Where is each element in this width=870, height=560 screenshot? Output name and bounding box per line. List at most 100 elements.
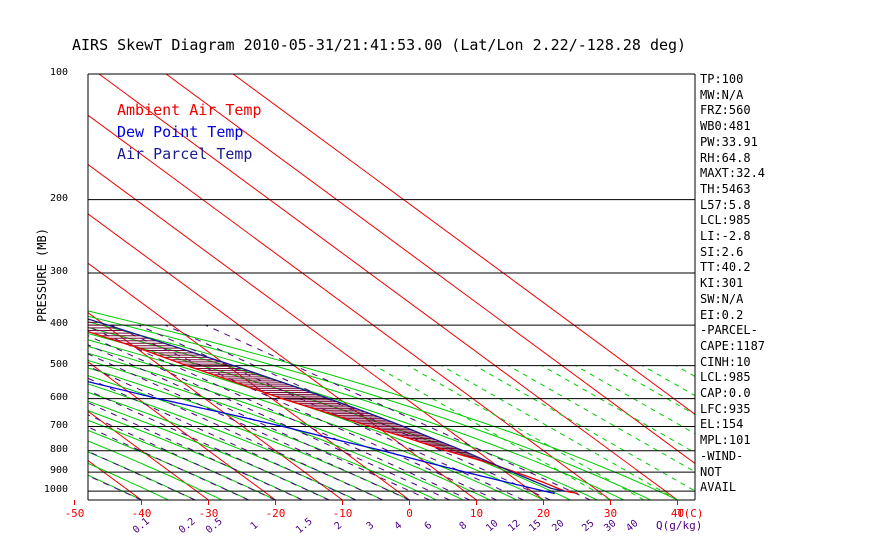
sounding-stat-line: EL:154 xyxy=(700,417,744,432)
sounding-stat-line: -WIND- xyxy=(700,448,744,463)
sounding-stat-line: L57:5.8 xyxy=(700,197,751,212)
moist-adiabat-line xyxy=(88,310,678,500)
pressure-tick-label: 500 xyxy=(49,358,68,370)
sounding-stat-line: FRZ:560 xyxy=(700,103,751,118)
bottom-temp-tick-label: 30 xyxy=(604,507,617,520)
sounding-stat-line: TT:40.2 xyxy=(700,260,751,275)
bottom-temp-tick-label: -40 xyxy=(132,507,152,520)
mixing-ratio-line xyxy=(111,324,497,500)
sounding-stat-line: LI:-2.8 xyxy=(700,229,751,243)
bottom-temp-tick-label: 20 xyxy=(537,507,550,520)
moist-adiabat-dashed-line xyxy=(474,365,695,492)
sounding-stat-line: CINH:10 xyxy=(700,354,751,369)
sounding-stat-line: PW:33.91 xyxy=(700,134,758,149)
pressure-tick-label: 100 xyxy=(49,67,68,78)
mixing-ratio-tick-label: 25 xyxy=(580,518,596,534)
pressure-tick-label: 700 xyxy=(49,419,68,431)
moist-adiabat-line xyxy=(88,321,625,500)
mixing-ratio-line xyxy=(205,324,591,500)
mixing-ratio-line xyxy=(138,324,524,500)
moist-adiabat-line xyxy=(88,440,223,500)
dew-point-temp-line xyxy=(88,380,555,495)
mixing-ratio-tick-label: 0.2 xyxy=(177,516,198,536)
sounding-stat-line: AVAIL xyxy=(700,480,737,495)
isotherm-line xyxy=(88,410,209,500)
moist-adiabat-line xyxy=(88,359,464,500)
bottom-temp-tick-label: -30 xyxy=(199,507,219,520)
pressure-tick-label: 800 xyxy=(49,443,68,455)
ambient-air-temp-line xyxy=(88,330,579,495)
isotherm-line xyxy=(165,74,695,465)
moist-adiabat-line xyxy=(88,419,276,500)
isotherm-line xyxy=(0,74,8,500)
bottom-temp-tick-label: 0 xyxy=(406,507,413,520)
bottom-temp-tick-label: -50 xyxy=(65,507,85,520)
moist-adiabat-line xyxy=(88,391,357,500)
moist-adiabat-dashed-line xyxy=(575,365,695,435)
mixing-ratio-tick-label: 20 xyxy=(550,518,566,534)
moist-adiabat-line xyxy=(88,327,598,500)
mixing-ratio-line xyxy=(88,325,471,500)
mixing-ratio-tick-label: 2 xyxy=(333,520,345,532)
sounding-stat-line: EI:0.2 xyxy=(700,307,744,322)
chart-title: AIRS SkewT Diagram 2010-05-31/21:41:53.0… xyxy=(72,36,687,54)
legend-air-parcel-temp: Air Parcel Temp xyxy=(117,145,253,163)
isotherm-line xyxy=(98,74,678,500)
sounding-stat-line: CAPE:1187 xyxy=(700,338,766,353)
isotherm-line xyxy=(88,114,611,500)
bottom-temp-tick-label: 40 xyxy=(671,507,684,520)
isotherm-line xyxy=(88,163,544,500)
pressure-tick-label: 1000 xyxy=(43,484,68,496)
legend-dew-point-temp: Dew Point Temp xyxy=(117,123,244,141)
mixing-ratio-line xyxy=(88,353,410,500)
mixing-ratio-tick-label: 10 xyxy=(484,518,500,534)
moist-adiabat-dashed-line xyxy=(441,365,678,500)
moist-adiabat-line xyxy=(88,410,303,500)
mixing-ratio-tick-label: 12 xyxy=(506,518,522,534)
sounding-stat-line: SI:2.6 xyxy=(700,244,744,259)
mixing-ratio-line xyxy=(88,335,450,500)
sounding-stat-line: TP:100 xyxy=(700,72,744,86)
bottom-temp-tick-label: -10 xyxy=(333,507,353,520)
sounding-stat-line: KI:301 xyxy=(700,276,744,291)
moist-adiabat-line xyxy=(88,339,544,500)
mixing-ratio-unit-label: Q(g/kg) xyxy=(656,519,703,532)
sounding-stat-line: MW:N/A xyxy=(700,87,744,102)
sounding-stat-line: RH:64.8 xyxy=(700,150,751,165)
air-parcel-temp-line xyxy=(88,318,566,492)
mixing-ratio-tick-label: 30 xyxy=(602,518,618,534)
moist-adiabat-dashed-line xyxy=(642,365,695,397)
pressure-tick-label: 300 xyxy=(49,266,68,278)
sounding-stat-line: LCL:985 xyxy=(700,213,751,228)
mixing-ratio-line xyxy=(165,324,551,500)
legend-ambient-air-temp: Ambient Air Temp xyxy=(117,101,262,119)
isotherm-line xyxy=(88,311,343,500)
sounding-stat-line: LFC:935 xyxy=(700,401,751,416)
isotherm-line xyxy=(232,74,695,415)
mixing-ratio-tick-label: 6 xyxy=(423,520,435,532)
bottom-temp-tick-label: -20 xyxy=(266,507,286,520)
sounding-stat-line: CAP:0.0 xyxy=(700,386,751,400)
sounding-stat-line: MPL:101 xyxy=(700,433,751,448)
sounding-stat-line: LCL:985 xyxy=(700,370,751,385)
mixing-ratio-tick-label: 1.5 xyxy=(294,516,315,536)
mixing-ratio-tick-label: 8 xyxy=(458,520,470,532)
pressure-tick-label: 200 xyxy=(49,192,68,204)
sounding-stat-line: NOT xyxy=(700,464,722,479)
isotherm-line xyxy=(88,361,276,500)
moist-adiabat-line xyxy=(88,345,517,500)
pressure-tick-label: 600 xyxy=(49,391,68,403)
moist-adiabat-line xyxy=(88,383,383,500)
mixing-ratio-tick-label: 3 xyxy=(365,520,377,532)
pressure-tick-label: 900 xyxy=(49,465,68,477)
moist-adiabat-line xyxy=(88,429,249,500)
sounding-stat-line: -PARCEL- xyxy=(700,323,758,338)
bottom-temp-tick-label: 10 xyxy=(470,507,483,520)
mixing-ratio-line xyxy=(88,344,430,500)
sounding-stat-line: WB0:481 xyxy=(700,119,751,134)
sounding-stat-line: TH:5463 xyxy=(700,181,751,196)
moist-adiabat-line xyxy=(88,315,651,500)
pressure-tick-label: 400 xyxy=(49,318,68,330)
mixing-ratio-tick-label: 4 xyxy=(393,520,405,532)
